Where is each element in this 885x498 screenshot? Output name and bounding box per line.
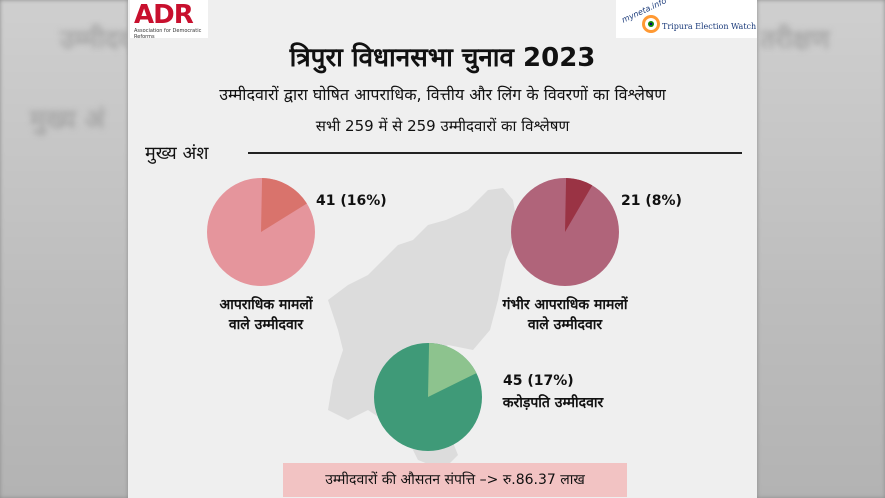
pie-value-criminal-cases: 41 (16%) [316,193,387,209]
flag-icon [642,15,660,33]
adr-logo: ADR Association for Democratic Reforms [130,0,208,40]
adr-logo-text: ADR [134,0,194,30]
pie-caption-criminal-cases: आपराधिक मामलों वाले उम्मीदवार [191,295,341,335]
average-assets-banner: उम्मीदवारों की औसतन संपत्ति –> रु.86.37 … [283,463,627,497]
tripura-election-watch-text: Tripura Election Watch [662,22,757,31]
pie-caption-crorepati-line1: करोड़पति उम्मीदवार [502,395,604,411]
section-divider [248,152,742,154]
pie-value-serious-criminal-cases: 21 (8%) [621,193,682,209]
ghost-text-right-top: तरीक्षण [760,25,830,55]
pie-caption-criminal-line1: आपराधिक मामलों [219,297,313,313]
pie-chart-serious-criminal-cases [511,178,619,286]
pie-caption-serious-line2: वाले उम्मीदवार [527,317,603,333]
pie-value-crorepati: 45 (17%) [503,373,574,389]
section-label: मुख्य अंश [145,143,209,164]
background-right [757,0,885,498]
page-subtitle: उम्मीदवारों द्वारा घोषित आपराधिक, वित्ती… [219,85,666,104]
tripura-election-watch-logo: myneta.info Tripura Election Watch [616,0,757,38]
pie-slice-serious-criminal-cases [565,178,593,232]
pie-caption-crorepati: करोड़पति उम्मीदवार [483,393,623,413]
pie-caption-serious-criminal-cases: गंभीर आपराधिक मामलों वाले उम्मीदवार [480,295,650,335]
pie-slice-criminal-cases [261,178,307,232]
pie-chart-crorepati [374,343,482,451]
ghost-text-left-top: उम्मीदवा [60,25,140,55]
infographic-card: ADR Association for Democratic Reforms m… [128,0,757,498]
pie-caption-criminal-line2: वाले उम्मीदवार [228,317,304,333]
adr-logo-subtext: Association for Democratic Reforms [134,28,202,40]
page-title: त्रिपुरा विधानसभा चुनाव 2023 [289,43,596,73]
pie-slice-crorepati [428,343,477,397]
background-left [0,0,128,498]
ghost-text-left-mid: मुख्य अं [30,105,105,135]
pie-caption-serious-line1: गंभीर आपराधिक मामलों [502,297,628,313]
pie-chart-criminal-cases [207,178,315,286]
analysis-scope: सभी 259 में से 259 उम्मीदवारों का विश्ले… [315,117,570,135]
